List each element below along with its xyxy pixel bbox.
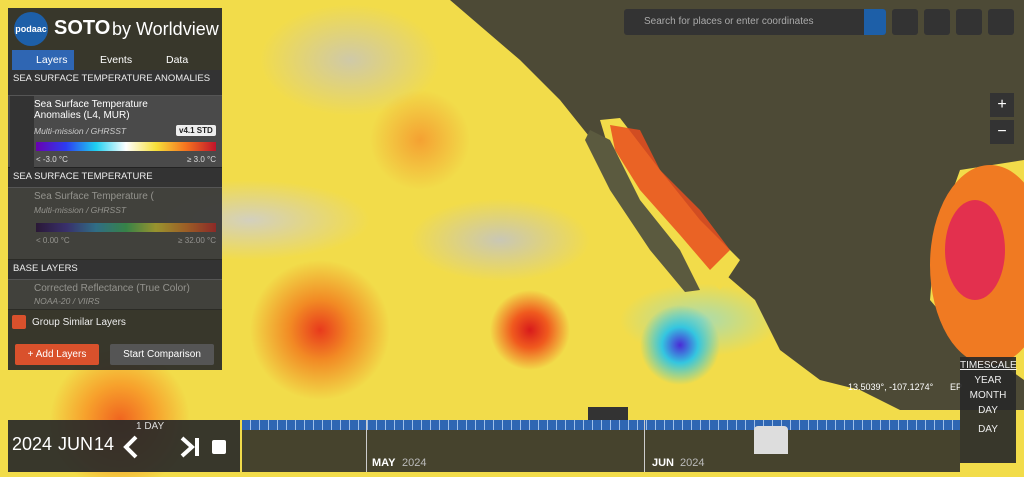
colorbar [36,223,216,232]
interval: 1 DAY [136,421,165,432]
add-layers-button[interactable]: + Add Layers [15,344,99,365]
layer-panel: podaac SOTO by Worldview Layers Events D… [8,8,222,370]
layer-name: Sea Surface Temperature (L4, MUR) [34,191,154,202]
land-mass [450,0,1024,410]
group-title[interactable]: BASE LAYERS [8,260,222,280]
zoom-out[interactable]: − [990,120,1014,144]
layer-source: Multi-mission / GHRSST [34,126,127,136]
prev-button[interactable] [123,435,138,459]
gulf-anomaly [610,125,730,270]
max-label: ≥ 32.00 °C [178,236,216,245]
snapshot-button[interactable] [956,9,982,35]
comparison-button[interactable]: Start Comparison [110,344,214,365]
gulf-mexico-hot [945,200,1005,300]
coordinates: 13.5039°, -107.1274° [848,382,934,392]
group-similar: Group Similar Layers [8,310,222,334]
visibility-toggle[interactable] [10,96,34,168]
timescale-title: TIMESCALE [960,360,1017,371]
min-label: < -3.0 °C [36,155,68,164]
group-title[interactable]: SEA SURFACE TEMPERATURE ANOMALIES [8,70,222,96]
group-title[interactable]: SEA SURFACE TEMPERATURE [8,168,222,188]
tab[interactable]: Layers [12,50,74,70]
controls [123,435,226,459]
timeline[interactable]: MAY 2024 JUN 2024 [242,420,960,472]
timescale-panel: TIMESCALE YEAR MONTH DAY DAY [960,357,1017,463]
tab[interactable]: Events [100,54,133,66]
layer-name: Sea Surface Temperature Anomalies (L4, M… [34,99,148,121]
zoom-in[interactable]: + [990,93,1014,117]
tabs: Layers Events Data [8,50,222,70]
colorbar [36,142,216,151]
date-year[interactable]: 2024 [12,434,53,454]
date-day[interactable]: 14 [94,434,115,454]
search-placeholder: Search for places or enter coordinates [644,16,814,27]
layer: Corrected Reflectance (True Color) NOAA-… [8,280,222,310]
video-button[interactable] [212,440,226,454]
timeline-toggle[interactable] [588,407,628,420]
title-suffix: by Worldview [112,19,219,39]
projection-button[interactable] [924,9,950,35]
info-button[interactable] [988,9,1014,35]
date-selector: 1 DAY 2024 JUN 14 [8,420,240,472]
timescale-option[interactable]: MONTH [969,390,1007,401]
timeline-year: 2024 [402,457,427,469]
timescale-current: DAY [978,424,998,435]
timeline-year: 2024 [680,457,705,469]
next-bar [195,438,199,456]
month-divider [644,420,645,472]
checkbox[interactable] [12,315,26,329]
timeline-data-bar [242,420,960,430]
layer: Sea Surface Temperature (L4, MUR) Multi-… [8,188,222,260]
badge: v4.1 STD [176,125,216,136]
layer-source: Multi-mission / GHRSST [34,205,127,215]
month-divider [366,420,367,472]
projection: EP [950,382,963,392]
timeline-month: JUN [652,457,675,469]
search-bar[interactable]: Search for places or enter coordinates [624,9,886,35]
baja [585,130,700,292]
timescale-option[interactable]: DAY [978,405,998,416]
share-button[interactable] [892,9,918,35]
logo[interactable]: podaac [14,12,48,46]
max-label: ≥ 3.0 °C [187,155,216,164]
header: podaac SOTO by Worldview [8,8,222,50]
date-month[interactable]: JUN [58,434,93,454]
checkbox-label: Group Similar Layers [32,317,126,328]
layer-name: Corrected Reflectance (True Color) [34,283,190,294]
title: SOTO [54,17,111,39]
layer: Sea Surface Temperature Anomalies (L4, M… [8,96,222,168]
timescale-option[interactable]: YEAR [974,375,1002,386]
layer-source: NOAA-20 / VIIRS [34,296,100,306]
timeline-handle[interactable] [754,426,788,454]
tab[interactable]: Data [166,54,189,66]
min-label: < 0.00 °C [36,236,70,245]
location-button[interactable] [864,9,886,35]
next-button[interactable] [180,436,195,458]
timeline-month: MAY [372,457,396,469]
